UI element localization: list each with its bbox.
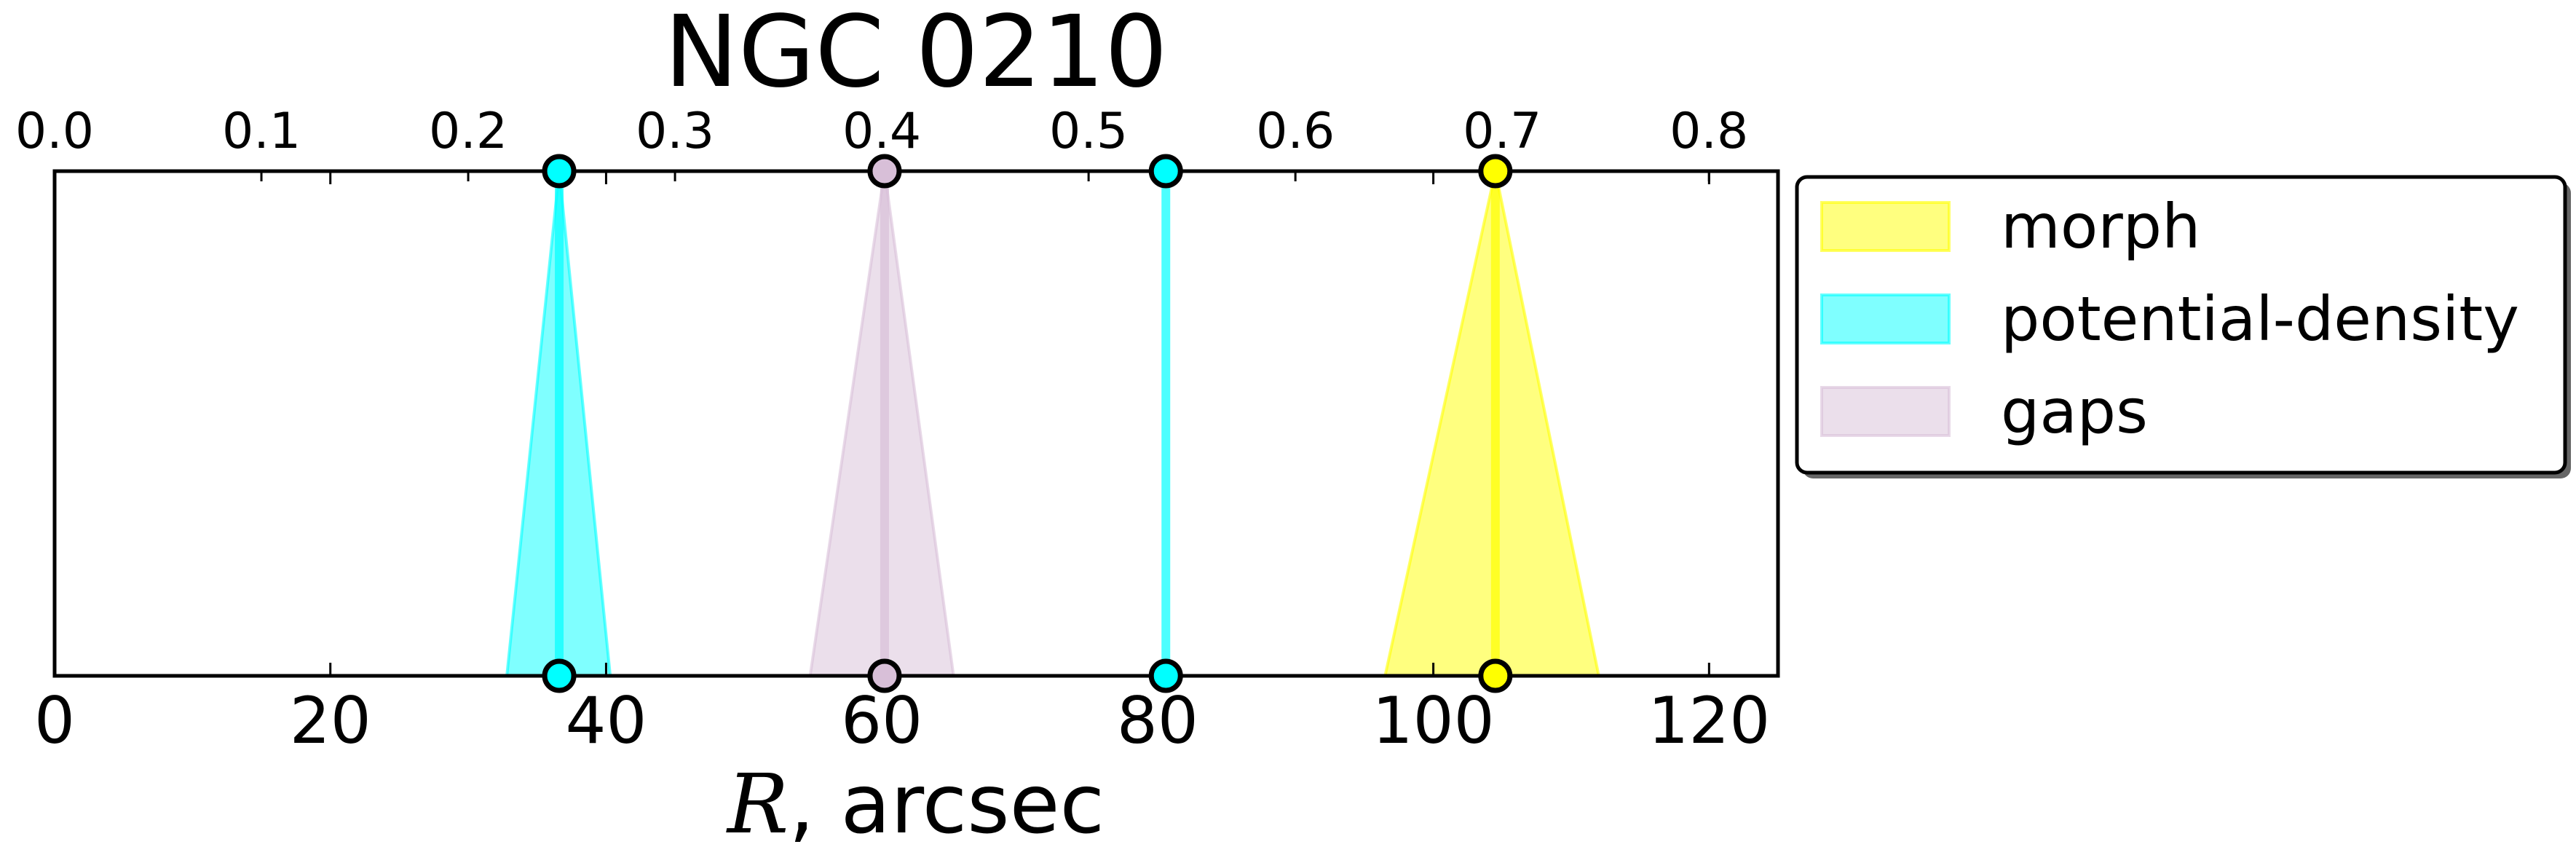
legend-swatch-potential-density (1820, 293, 1951, 344)
bands-layer (505, 170, 1601, 677)
x-tick-label: 60 (841, 683, 922, 758)
x-tick-label: 20 (290, 683, 371, 758)
legend: morph potential-density gaps (1795, 175, 2571, 478)
marker-potential-density (1148, 658, 1183, 693)
x-tick-label: 80 (1117, 683, 1198, 758)
x-tick-label: 0 (34, 683, 75, 758)
legend-label-potential-density: potential-density (2001, 283, 2519, 355)
x-tick-label: 40 (565, 683, 647, 758)
top-tick-label: 0.3 (636, 103, 714, 160)
top-tick-label: 0.1 (222, 103, 301, 160)
markers-layer (542, 154, 1513, 693)
top-tick-label: 0.2 (429, 103, 507, 160)
top-tick-label: 0.8 (1670, 103, 1748, 160)
marker-potential-density (1148, 154, 1183, 189)
chart-title: NGC 0210 (664, 0, 1167, 110)
legend-swatch-morph (1820, 201, 1951, 252)
x-axis-symbol: R (726, 757, 789, 852)
top-tick-label: 0.7 (1463, 103, 1541, 160)
marker-morph (1478, 658, 1513, 693)
legend-swatch-gaps (1820, 386, 1951, 437)
x-tick-label: 100 (1372, 683, 1495, 758)
marker-potential-density (542, 658, 577, 693)
x-axis-label: R, arcsec (726, 757, 1105, 852)
legend-label-morph: morph (2001, 191, 2200, 262)
marker-gaps (867, 154, 902, 189)
top-tick-label: 0.0 (15, 103, 94, 160)
top-axis: 0.0 0.1 0.2 0.3 0.4 0.5 0.6 0.7 0.8 (15, 103, 1748, 181)
top-tick-label: 0.4 (842, 103, 921, 160)
marker-potential-density (542, 154, 577, 189)
legend-label-gaps: gaps (2001, 376, 2148, 447)
legend-box (1795, 175, 2567, 475)
top-tick-label: 0.5 (1049, 103, 1128, 160)
marker-gaps (867, 658, 902, 693)
x-tick-label: 120 (1648, 683, 1770, 758)
bottom-axis: 0 20 40 60 80 100 120 (34, 171, 1770, 758)
plot-frame (52, 169, 1780, 678)
x-axis-unit: , arcsec (789, 757, 1105, 852)
top-tick-label: 0.6 (1256, 103, 1335, 160)
marker-morph (1478, 154, 1513, 189)
